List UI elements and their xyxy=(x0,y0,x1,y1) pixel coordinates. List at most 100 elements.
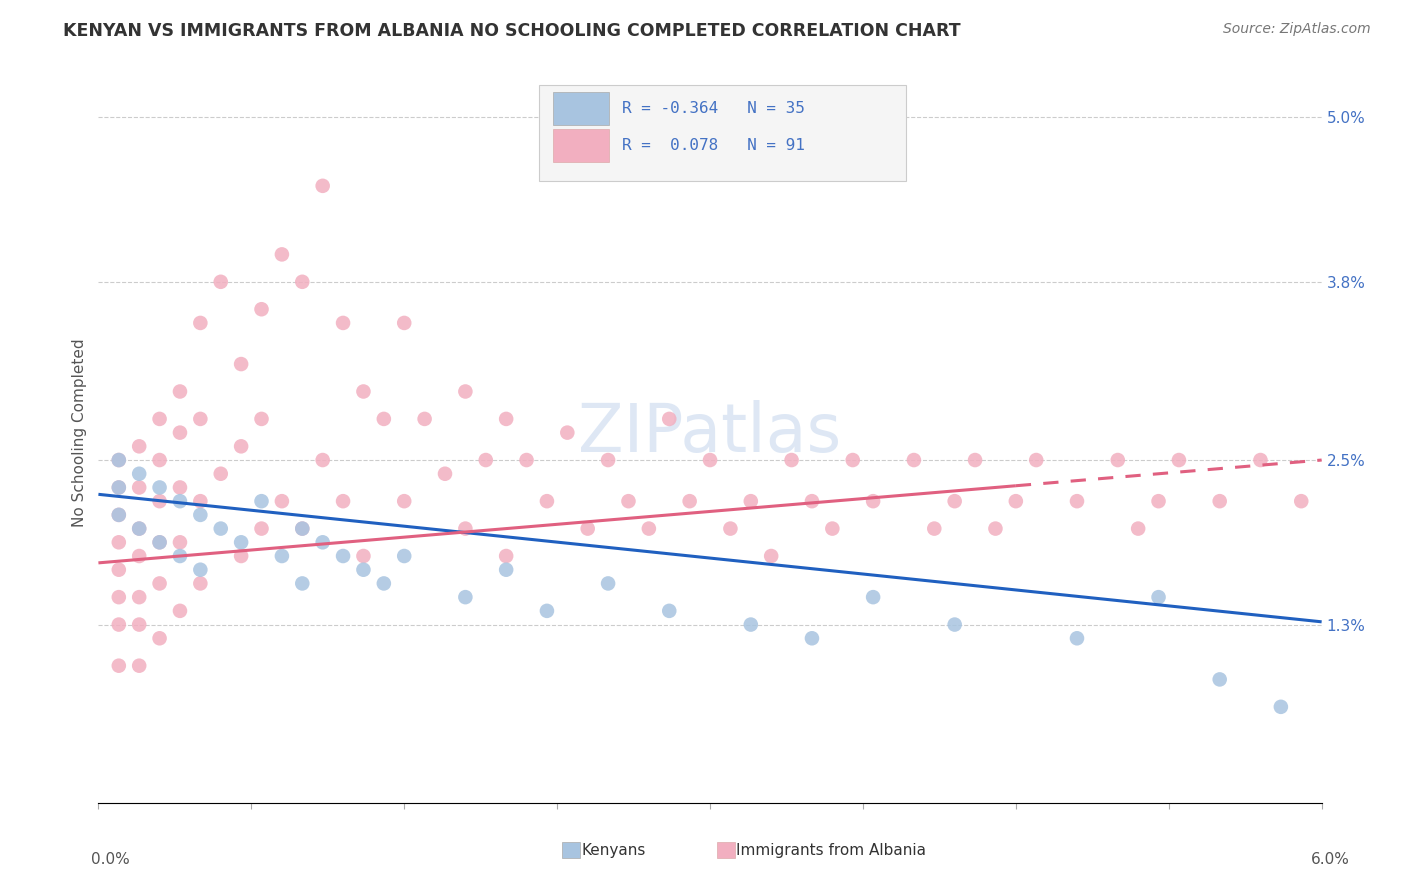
Point xyxy=(188,494,212,508)
Point xyxy=(922,522,945,536)
Text: R = -0.364   N = 35: R = -0.364 N = 35 xyxy=(621,101,804,116)
Point xyxy=(699,453,721,467)
Point xyxy=(108,535,131,549)
Point xyxy=(761,549,783,563)
Point xyxy=(291,576,314,591)
Point xyxy=(332,316,354,330)
Point xyxy=(311,535,335,549)
Text: Kenyans: Kenyans xyxy=(582,843,645,857)
Point xyxy=(352,384,374,399)
Point xyxy=(149,453,172,467)
Point xyxy=(169,384,191,399)
Point xyxy=(658,604,681,618)
Point xyxy=(862,590,884,604)
Point xyxy=(188,563,212,577)
Point xyxy=(617,494,640,508)
Point xyxy=(291,522,314,536)
FancyBboxPatch shape xyxy=(554,92,609,126)
Point xyxy=(250,494,273,508)
Point xyxy=(108,563,131,577)
Point xyxy=(536,604,558,618)
Point xyxy=(149,576,172,591)
Point xyxy=(108,590,131,604)
Point xyxy=(231,439,253,453)
Point xyxy=(555,425,579,440)
Point xyxy=(311,453,335,467)
Point xyxy=(209,467,232,481)
Point xyxy=(1147,494,1170,508)
Point xyxy=(1270,699,1292,714)
Text: R =  0.078   N = 91: R = 0.078 N = 91 xyxy=(621,138,804,153)
Point xyxy=(1208,494,1232,508)
Point xyxy=(943,617,966,632)
Point xyxy=(188,412,212,426)
Point xyxy=(169,425,191,440)
Point xyxy=(373,412,395,426)
Point xyxy=(862,494,884,508)
Point xyxy=(108,480,131,494)
Point xyxy=(250,412,273,426)
Point xyxy=(454,522,477,536)
FancyBboxPatch shape xyxy=(554,129,609,162)
Point xyxy=(576,522,599,536)
Point xyxy=(270,247,292,261)
Point xyxy=(128,549,150,563)
Point xyxy=(718,522,742,536)
Point xyxy=(108,453,131,467)
Point xyxy=(108,508,131,522)
FancyBboxPatch shape xyxy=(538,85,905,181)
Point xyxy=(984,522,1007,536)
Point xyxy=(128,522,150,536)
Point xyxy=(740,494,762,508)
Point xyxy=(433,467,456,481)
Point xyxy=(128,522,150,536)
Point xyxy=(821,522,844,536)
Point xyxy=(169,480,191,494)
Point xyxy=(332,549,354,563)
Point xyxy=(231,535,253,549)
Point xyxy=(188,508,212,522)
Point xyxy=(128,439,150,453)
Point xyxy=(291,275,314,289)
Point xyxy=(598,576,620,591)
Text: 0.0%: 0.0% xyxy=(91,852,131,867)
Point xyxy=(637,522,661,536)
Point xyxy=(352,563,374,577)
Point xyxy=(169,604,191,618)
Point xyxy=(1107,453,1129,467)
Point xyxy=(149,632,172,646)
Point xyxy=(454,590,477,604)
Point xyxy=(149,412,172,426)
Point xyxy=(903,453,925,467)
Point xyxy=(474,453,498,467)
Point xyxy=(841,453,863,467)
Point xyxy=(149,494,172,508)
Point xyxy=(495,549,517,563)
Text: Source: ZipAtlas.com: Source: ZipAtlas.com xyxy=(1223,22,1371,37)
Point xyxy=(128,467,150,481)
Point xyxy=(598,453,620,467)
Point xyxy=(392,494,416,508)
Point xyxy=(169,494,191,508)
Point xyxy=(270,549,292,563)
Point xyxy=(1167,453,1189,467)
Point xyxy=(149,480,172,494)
Point xyxy=(1208,673,1232,687)
Point xyxy=(373,576,395,591)
Point xyxy=(311,178,335,193)
Point xyxy=(149,535,172,549)
Point xyxy=(352,549,374,563)
Point xyxy=(963,453,986,467)
Point xyxy=(128,590,150,604)
Point xyxy=(536,494,558,508)
Point xyxy=(209,275,232,289)
Point xyxy=(1004,494,1026,508)
Point xyxy=(658,412,681,426)
Point xyxy=(943,494,966,508)
Text: ZIPatlas: ZIPatlas xyxy=(578,400,842,466)
Point xyxy=(128,658,150,673)
Point xyxy=(108,658,131,673)
Point xyxy=(413,412,436,426)
Point xyxy=(169,535,191,549)
Point xyxy=(188,576,212,591)
